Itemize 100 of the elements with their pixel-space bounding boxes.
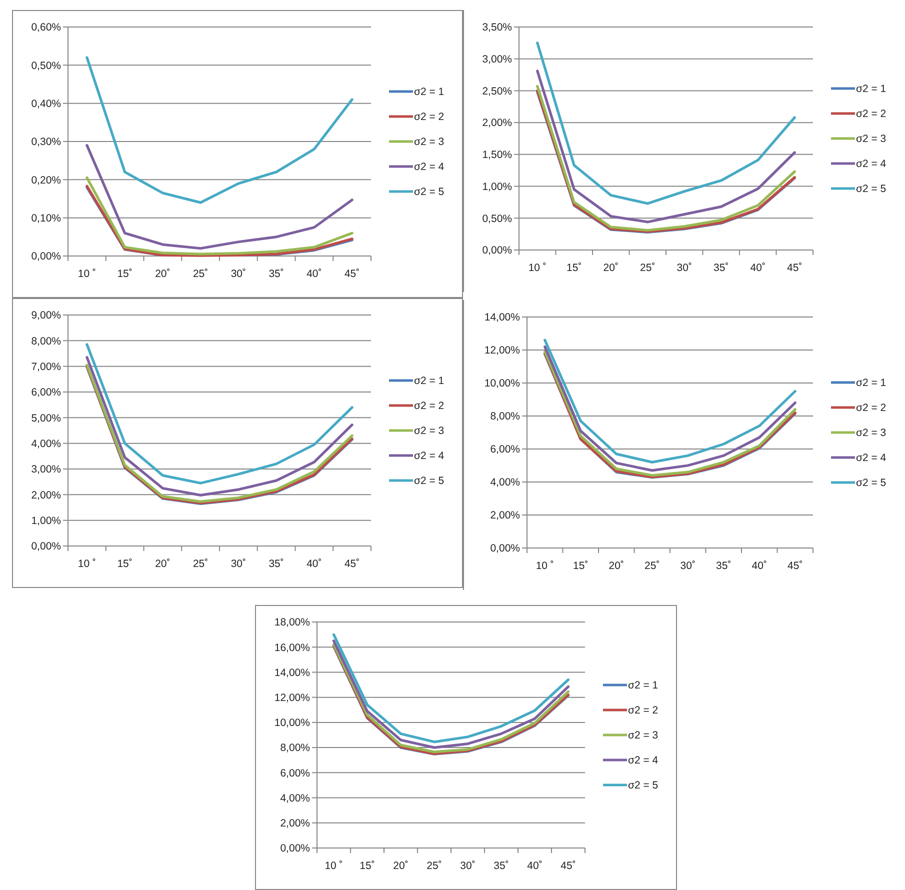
y-tick-label: 5,00% <box>31 412 61 424</box>
x-tick-label: 10 ˚ <box>78 558 96 570</box>
y-tick-label: 3,50% <box>482 22 512 34</box>
y-tick-label: 0,60% <box>31 22 61 34</box>
y-tick-label: 0,00% <box>31 540 61 553</box>
legend-label: σ2 = 1 <box>414 86 444 98</box>
x-tick-label: 20˚ <box>155 558 170 570</box>
x-tick-label: 20˚ <box>608 560 624 572</box>
legend-label: σ2 = 5 <box>414 186 444 198</box>
x-tick-label: 20˚ <box>393 860 408 872</box>
x-tick-label: 45˚ <box>344 268 360 280</box>
legend-label: σ2 = 5 <box>414 475 444 488</box>
x-tick-label: 45˚ <box>560 860 576 872</box>
y-tick-label: 1,00% <box>31 515 61 528</box>
y-tick-label: 4,00% <box>280 792 310 804</box>
legend-label: σ2 = 3 <box>414 425 444 438</box>
y-tick-label: 0,30% <box>31 136 61 148</box>
x-tick-label: 45˚ <box>344 558 360 570</box>
y-tick-label: 12,00% <box>484 344 520 357</box>
x-tick-label: 10 ˚ <box>78 268 96 280</box>
x-tick-label: 40˚ <box>752 560 767 572</box>
x-tick-label: 45˚ <box>788 560 803 572</box>
y-tick-label: 0,50% <box>482 212 512 225</box>
x-tick-label: 30˚ <box>460 860 476 872</box>
legend-label: σ2 = 3 <box>856 427 886 440</box>
y-tick-label: 8,00% <box>31 335 61 348</box>
x-tick-label: 35˚ <box>494 860 509 872</box>
x-tick-label: 25˚ <box>192 558 208 570</box>
y-tick-label: 9,00% <box>31 310 61 322</box>
legend-label: σ2 = 5 <box>856 477 886 490</box>
x-tick-label: 40˚ <box>306 558 322 570</box>
legend-label: σ2 = 2 <box>414 400 444 412</box>
x-tick-label: 35˚ <box>716 560 732 572</box>
legend-label: σ2 = 2 <box>856 402 886 414</box>
x-tick-label: 20˚ <box>603 262 618 274</box>
x-tick-label: 30˚ <box>680 560 696 572</box>
legend-label: σ2 = 4 <box>628 754 658 767</box>
legend-label: σ2 = 1 <box>856 377 886 390</box>
y-tick-label: 0,00% <box>482 244 512 257</box>
y-tick-label: 1,50% <box>482 149 512 162</box>
y-tick-label: 8,00% <box>280 742 310 754</box>
y-tick-label: 6,00% <box>31 386 61 399</box>
x-tick-label: 25˚ <box>426 860 442 872</box>
y-tick-label: 3,00% <box>482 54 512 66</box>
x-tick-label: 40˚ <box>750 262 766 274</box>
y-tick-label: 0,00% <box>490 542 520 555</box>
x-tick-label: 10 ˚ <box>528 262 546 274</box>
legend-label: σ2 = 3 <box>856 133 886 146</box>
y-tick-label: 8,00% <box>490 410 520 423</box>
y-tick-label: 0,00% <box>280 842 310 855</box>
y-tick-label: 0,10% <box>31 212 61 225</box>
y-tick-label: 14,00% <box>484 312 520 324</box>
legend-label: σ2 = 4 <box>414 450 444 462</box>
x-tick-label: 35˚ <box>714 262 729 274</box>
legend-label: σ2 = 1 <box>628 680 658 692</box>
y-tick-label: 2,50% <box>482 85 512 98</box>
x-tick-label: 30˚ <box>230 558 246 570</box>
y-tick-label: 4,00% <box>490 476 520 489</box>
legend-label: σ2 = 3 <box>414 136 444 148</box>
x-tick-label: 25˚ <box>192 268 208 280</box>
y-tick-label: 0,50% <box>31 60 61 72</box>
x-tick-label: 30˚ <box>676 262 692 274</box>
x-tick-label: 30˚ <box>230 268 246 280</box>
y-tick-label: 6,00% <box>280 767 310 780</box>
x-tick-label: 20˚ <box>155 268 170 280</box>
legend-label: σ2 = 1 <box>856 83 886 96</box>
x-tick-label: 10 ˚ <box>536 560 554 572</box>
y-tick-label: 0,00% <box>31 250 61 263</box>
legend-label: σ2 = 5 <box>628 780 658 792</box>
y-tick-label: 3,00% <box>31 464 61 476</box>
y-tick-label: 18,00% <box>274 616 310 629</box>
y-tick-label: 2,00% <box>280 818 310 830</box>
x-tick-label: 15˚ <box>360 860 375 872</box>
legend-label: σ2 = 3 <box>628 730 658 742</box>
y-tick-label: 1,00% <box>482 180 512 193</box>
legend-label: σ2 = 4 <box>856 158 886 170</box>
legend-label: σ2 = 5 <box>856 183 886 196</box>
x-tick-label: 15˚ <box>573 560 588 572</box>
x-tick-label: 15˚ <box>117 268 132 280</box>
legend-label: σ2 = 2 <box>628 704 658 717</box>
y-tick-label: 10,00% <box>484 378 520 390</box>
y-tick-label: 12,00% <box>274 692 310 704</box>
x-tick-label: 40˚ <box>306 268 322 280</box>
x-tick-label: 10 ˚ <box>324 860 343 872</box>
legend-label: σ2 = 4 <box>856 452 886 464</box>
legend-label: σ2 = 1 <box>414 375 444 388</box>
y-tick-label: 2,00% <box>31 489 61 502</box>
x-tick-label: 25˚ <box>644 560 660 572</box>
y-tick-label: 2,00% <box>482 117 512 130</box>
x-tick-label: 35˚ <box>268 268 284 280</box>
x-tick-label: 15˚ <box>117 558 132 570</box>
x-tick-label: 45˚ <box>787 262 802 274</box>
y-tick-label: 16,00% <box>274 642 310 654</box>
y-tick-label: 7,00% <box>31 361 61 374</box>
x-tick-label: 15˚ <box>566 262 582 274</box>
x-tick-label: 25˚ <box>640 262 656 274</box>
x-tick-label: 35˚ <box>268 558 284 570</box>
x-tick-label: 40˚ <box>527 860 542 872</box>
y-tick-label: 2,00% <box>490 510 520 522</box>
legend-label: σ2 = 2 <box>856 108 886 120</box>
